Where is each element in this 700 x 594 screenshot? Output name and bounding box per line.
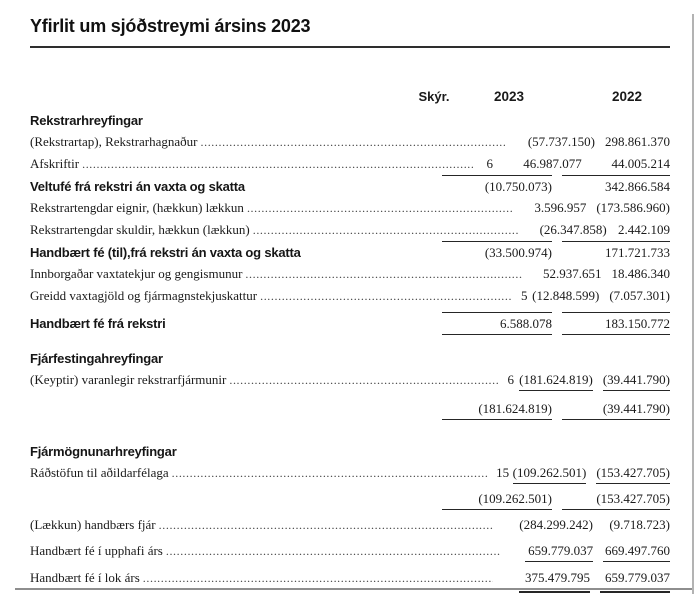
value-2022: (153.427.705) — [596, 462, 670, 484]
value-2023: 659.779.037 — [525, 540, 594, 562]
section-label: Veltufé frá rekstri án vaxta og skatta — [30, 179, 245, 194]
value-2023: 375.479.795 — [518, 567, 591, 593]
value-2023: (109.262.501) — [442, 488, 552, 510]
subtotal-row: (181.624.819) (39.441.790) — [30, 398, 670, 420]
line-item-label: Afskriftir — [30, 156, 80, 171]
value-2022: 669.497.760 — [603, 540, 671, 562]
section-label: Handbært fé (til),frá rekstri án vaxta o… — [30, 245, 301, 260]
line-item-label: Rekstrartengdar skuldir, hækkun (lækkun) — [30, 222, 250, 237]
section-label: Fjárfestingahreyfingar — [30, 351, 163, 366]
value-2022: 171.721.733 — [562, 241, 670, 263]
dotted-leader — [229, 369, 498, 391]
section-label: Rekstrarhreyfingar — [30, 113, 143, 128]
table-row: Greidd vaxtagjöld og fjármagnstekjuskatt… — [30, 285, 670, 307]
section-row-rekstrarhreyfingar: Rekstrarhreyfingar — [30, 110, 670, 131]
table-row: (Rekstrartap), Rekstrarhagnaður (57.737.… — [30, 131, 670, 153]
value-2022: (39.441.790) — [602, 369, 670, 391]
value-2022: (39.441.790) — [562, 398, 670, 420]
dotted-leader — [166, 540, 500, 562]
table-row: (Keyptir) varanlegir rekstrarfjármunir 6… — [30, 369, 670, 391]
total-row-handbaert-fra-rekstri: Handbært fé frá rekstri 6.588.078 183.15… — [30, 312, 670, 335]
table-row: Handbært fé í upphafi árs 659.779.037 66… — [30, 540, 671, 562]
value-2022: (173.586.960) — [596, 200, 670, 215]
dotted-leader — [159, 514, 494, 536]
dotted-leader — [143, 567, 493, 589]
table-header-row: Skýr. 2023 2022 — [30, 86, 670, 107]
section-label: Handbært fé frá rekstri — [30, 316, 166, 331]
value-2023: (57.737.150) — [527, 134, 595, 149]
value-2023: 46.987.077 — [523, 156, 582, 171]
table-row: Innborgaðar vaxtatekjur og gengismunur 5… — [30, 263, 670, 285]
table-row: Rekstrartengdar eignir, (hækkun) lækkun … — [30, 197, 670, 219]
note-ref: 5 — [520, 288, 528, 303]
table-row: Rekstrartengdar skuldir, hækkun (lækkun)… — [30, 219, 670, 241]
line-item-label: (Keyptir) varanlegir rekstrarfjármunir — [30, 372, 227, 387]
value-2022: 2.442.109 — [617, 222, 670, 237]
line-item-label: Handbært fé í lok árs — [30, 570, 140, 585]
dotted-leader — [82, 153, 473, 175]
value-2022: 298.861.370 — [605, 134, 670, 149]
dotted-leader — [253, 219, 519, 241]
dotted-leader — [245, 263, 521, 285]
value-2022: (7.057.301) — [609, 288, 670, 303]
table-row: Ráðstöfun til aðildarfélaga 15 (109.262.… — [30, 462, 670, 484]
section-row-fjarmognunarhreyfingar: Fjármögnunarhreyfingar — [30, 441, 670, 462]
dotted-leader — [260, 285, 512, 307]
value-2023: 6.588.078 — [442, 312, 552, 335]
value-2023: (284.299.242) — [519, 517, 593, 532]
table-row: Afskriftir 6 46.987.077 44.005.214 — [30, 153, 670, 175]
line-item-label: Handbært fé í upphafi árs — [30, 543, 163, 558]
page-right-border — [692, 14, 694, 594]
value-2022: 44.005.214 — [611, 156, 670, 171]
value-2022: 183.150.772 — [562, 312, 670, 335]
value-2023: (181.624.819) — [519, 369, 593, 391]
note-ref: 15 — [496, 465, 510, 480]
note-ref: 6 — [486, 156, 493, 171]
value-2023: 52.937.651 — [543, 266, 602, 281]
value-2022: 18.486.340 — [611, 266, 671, 281]
note-ref: 6 — [507, 372, 514, 387]
line-item-label: Greidd vaxtagjöld og fjármagnstekjuskatt… — [30, 288, 258, 303]
value-2023: (109.262.501) — [512, 462, 587, 484]
dotted-leader — [201, 131, 505, 153]
dotted-leader — [247, 197, 512, 219]
title-rule — [30, 46, 670, 48]
page-title: Yfirlit um sjóðstreymi ársins 2023 — [30, 16, 311, 36]
column-header-2022: 2022 — [611, 89, 642, 104]
table-row: (Lækkun) handbærs fjár (284.299.242) (9.… — [30, 514, 670, 536]
page-bottom-rule — [15, 588, 693, 590]
line-item-label: (Lækkun) handbærs fjár — [30, 517, 156, 532]
section-row-fjarfestingahreyfingar: Fjárfestingahreyfingar — [30, 348, 670, 369]
table-row: Handbært fé í lok árs 375.479.795 659.77… — [30, 567, 670, 593]
value-2022: 659.779.037 — [600, 567, 670, 593]
line-item-label: Ráðstöfun til aðildarfélaga — [30, 465, 169, 480]
value-2023: (181.624.819) — [442, 398, 552, 420]
line-item-label: Rekstrartengdar eignir, (hækkun) lækkun — [30, 200, 244, 215]
dotted-leader — [172, 462, 489, 484]
value-2023: (12.848.599) — [532, 288, 600, 303]
value-2022: (153.427.705) — [562, 488, 670, 510]
value-2022: 342.866.584 — [562, 175, 670, 197]
column-header-2023: 2023 — [493, 89, 524, 104]
value-2022: (9.718.723) — [609, 517, 670, 532]
value-2023: 3.596.957 — [534, 200, 587, 215]
value-2023: (33.500.974) — [442, 241, 552, 263]
column-header-note: Skýr. — [418, 89, 450, 104]
value-2023: (26.347.858) — [539, 222, 607, 237]
line-item-label: (Rekstrartap), Rekstrarhagnaður — [30, 134, 198, 149]
total-row-handbaert-til-fra: Handbært fé (til),frá rekstri án vaxta o… — [30, 241, 670, 263]
line-item-label: Innborgaðar vaxtatekjur og gengismunur — [30, 266, 243, 281]
section-label: Fjármögnunarhreyfingar — [30, 444, 177, 459]
subtotal-row: (109.262.501) (153.427.705) — [30, 488, 670, 510]
value-2023: (10.750.073) — [442, 175, 552, 197]
total-row-veltufe: Veltufé frá rekstri án vaxta og skatta (… — [30, 175, 670, 197]
